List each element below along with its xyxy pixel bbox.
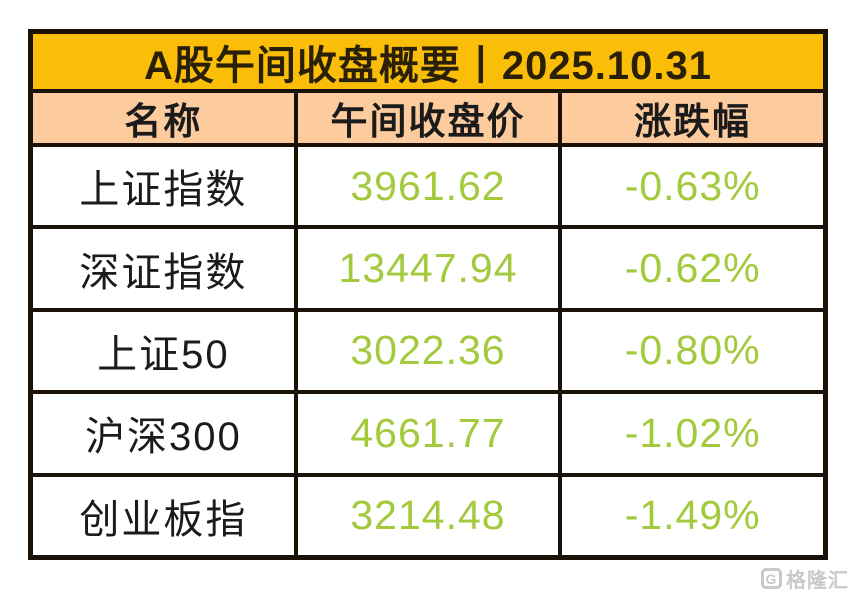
- change-pct: -0.63%: [562, 147, 823, 226]
- close-price: 3961.62: [297, 147, 559, 226]
- index-summary-table: A股午间收盘概要丨2025.10.31 名称 午间收盘价 涨跌幅 上证指数 39…: [28, 29, 828, 560]
- column-header-name: 名称: [33, 93, 294, 143]
- column-header-change: 涨跌幅: [562, 93, 823, 143]
- gelonghui-logo-icon: G: [761, 568, 782, 589]
- change-pct: -0.62%: [562, 229, 823, 308]
- index-name: 创业板指: [33, 476, 294, 555]
- change-pct: -1.02%: [562, 394, 823, 473]
- watermark-text: 格隆汇: [786, 570, 849, 592]
- close-price: 3022.36: [297, 311, 559, 391]
- close-price: 13447.94: [297, 229, 559, 308]
- index-name: 上证50: [33, 311, 294, 391]
- close-price: 3214.48: [297, 476, 559, 555]
- close-price: 4661.77: [297, 394, 559, 473]
- change-pct: -1.49%: [562, 476, 823, 555]
- column-header-close: 午间收盘价: [297, 93, 559, 143]
- change-pct: -0.80%: [562, 311, 823, 391]
- table-title: A股午间收盘概要丨2025.10.31: [33, 34, 823, 89]
- index-name: 深证指数: [33, 229, 294, 308]
- index-name: 上证指数: [33, 147, 294, 226]
- index-name: 沪深300: [33, 394, 294, 473]
- gelonghui-watermark: G 格隆汇: [761, 564, 849, 593]
